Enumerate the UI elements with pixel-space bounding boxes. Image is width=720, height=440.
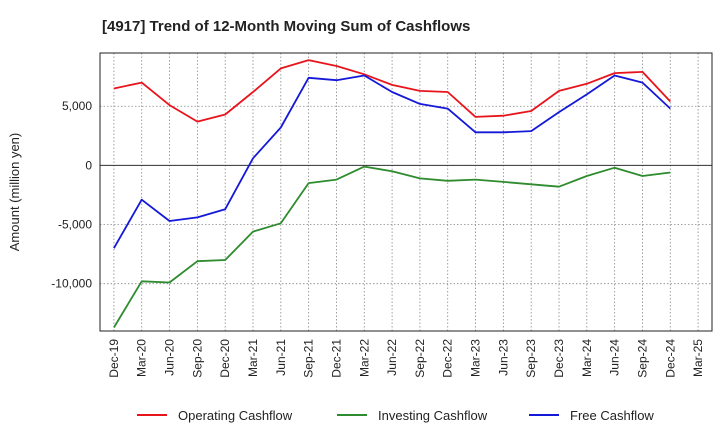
x-tick-label: Dec-24 <box>663 339 677 378</box>
x-tick-label: Mar-24 <box>580 339 594 377</box>
x-tick-label: Mar-20 <box>135 339 149 377</box>
series-line-0 <box>113 59 671 123</box>
x-tick-label: Mar-23 <box>469 339 483 377</box>
legend: Operating Cashflow Investing Cashflow Free… <box>137 408 654 423</box>
x-tick-labels: Dec-19 Mar-20 Jun-20 Sep-20 Dec-20 Mar-21 Jun-… <box>107 339 705 378</box>
x-tick-label: Sep-23 <box>524 339 538 378</box>
y-tick-labels: -10,000 -5,000 0 5,000 <box>51 99 92 290</box>
x-tick-label: Sep-20 <box>190 339 204 378</box>
grid <box>100 53 712 331</box>
x-tick-label: Mar-22 <box>357 339 371 377</box>
series-line-1 <box>113 165 671 328</box>
y-tick-label: -5,000 <box>58 218 92 232</box>
x-tick-label: Jun-20 <box>163 339 177 376</box>
y-tick-label: -10,000 <box>51 277 92 291</box>
legend-label: Investing Cashflow <box>378 408 488 423</box>
plot-area-frame <box>99 52 713 332</box>
x-tick-label: Mar-21 <box>246 339 260 377</box>
y-tick-label: 5,000 <box>62 99 92 113</box>
x-tick-label: Mar-25 <box>691 339 705 377</box>
x-tick-label: Dec-21 <box>329 339 343 378</box>
x-tick-label: Dec-23 <box>552 339 566 378</box>
x-tick-label: Dec-22 <box>441 339 455 378</box>
chart-title: [4917] Trend of 12-Month Moving Sum of C… <box>102 18 470 35</box>
x-tick-label: Sep-22 <box>413 339 427 378</box>
y-axis-label: Amount (million yen) <box>7 133 22 252</box>
legend-label: Operating Cashflow <box>178 408 293 423</box>
x-tick-label: Jun-22 <box>385 339 399 376</box>
legend-label: Free Cashflow <box>570 408 654 423</box>
x-tick-label: Jun-24 <box>608 339 622 376</box>
x-tick-label: Dec-20 <box>218 339 232 378</box>
y-tick-label: 0 <box>85 158 92 172</box>
x-tick-label: Jun-23 <box>496 339 510 376</box>
series-line-2 <box>113 74 671 249</box>
x-tick-label: Dec-19 <box>107 339 121 378</box>
x-tick-label: Jun-21 <box>274 339 288 376</box>
x-tick-label: Sep-21 <box>302 339 316 378</box>
x-tick-label: Sep-24 <box>635 339 649 378</box>
series-lines <box>113 59 671 328</box>
